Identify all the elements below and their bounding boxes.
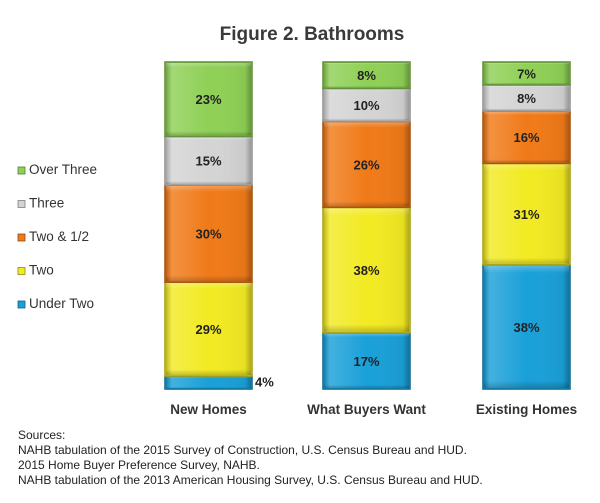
bar-segment-bevel: [166, 377, 251, 388]
bar-segment: [482, 61, 571, 86]
bar-segment: [482, 263, 571, 390]
bar-segment: [482, 84, 571, 112]
bar-segment-bevel: [166, 283, 251, 376]
data-label: 30%: [195, 227, 221, 242]
bar-segment-bevel: [166, 137, 251, 185]
bar-segment-bevel: [166, 186, 251, 282]
legend-swatch: [17, 300, 26, 309]
legend-label: Under Two: [29, 296, 94, 311]
legend-label: Over Three: [29, 162, 97, 177]
data-label: 29%: [195, 322, 221, 337]
bar-segment: [164, 135, 253, 186]
legend-swatch: [17, 233, 26, 242]
bar-segment-bevel: [166, 63, 251, 136]
bar-segment: [322, 120, 411, 209]
bar-segment-bevel: [484, 112, 569, 163]
sources-heading: Sources:: [18, 428, 65, 442]
bar-segment-bevel: [484, 164, 569, 264]
legend-label: Three: [29, 196, 64, 211]
data-label: 31%: [513, 207, 539, 222]
data-label: 38%: [353, 263, 379, 278]
legend-item: Two: [17, 263, 54, 278]
bar-segment: [322, 206, 411, 334]
bar-segment: [164, 375, 253, 390]
data-label: 10%: [353, 98, 379, 113]
legend-item: Two & 1/2: [17, 229, 89, 244]
bar-segment: [164, 184, 253, 283]
source-line: 2015 Home Buyer Preference Survey, NAHB.: [18, 458, 260, 472]
chart-title: Figure 2. Bathrooms: [220, 24, 405, 45]
legend-item: Over Three: [17, 162, 97, 177]
legend-swatch: [17, 200, 26, 208]
category-label: What Buyers Want: [307, 402, 426, 417]
bar-segment-bevel: [484, 265, 569, 388]
bar-segment-bevel: [324, 333, 409, 388]
data-label: 26%: [353, 157, 379, 172]
legend-label: Two: [29, 263, 54, 278]
source-line: NAHB tabulation of the 2015 Survey of Co…: [18, 443, 467, 457]
legend-label: Two & 1/2: [29, 229, 89, 244]
category-label: New Homes: [170, 402, 247, 417]
bar-segment: [322, 332, 411, 390]
bar-segment-bevel: [324, 122, 409, 207]
legend-item: Under Two: [17, 296, 94, 311]
bar-segment-bevel: [484, 63, 569, 84]
bar-segment: [322, 87, 411, 123]
source-line: NAHB tabulation of the 2013 American Hou…: [18, 473, 483, 487]
legend-swatch: [17, 166, 26, 175]
bar-segment: [482, 162, 571, 266]
legend-swatch: [17, 267, 26, 275]
sources-block: Sources: NAHB tabulation of the 2015 Sur…: [18, 428, 483, 487]
data-label: 7%: [517, 66, 536, 81]
bars-layer: 4% 29% 30% 15% 23% 17% 38% 26% 10% 8% 38% 31% 16% 8% 7…: [164, 61, 571, 390]
bar-segment-bevel: [324, 89, 409, 121]
data-label: 38%: [513, 320, 539, 335]
data-label: 8%: [517, 91, 536, 106]
data-label: 8%: [357, 68, 376, 83]
bar-segment: [322, 61, 411, 90]
category-label: Existing Homes: [476, 402, 577, 417]
data-label: 17%: [353, 354, 379, 369]
bar-segment: [482, 110, 571, 165]
legend: Over Three Three Two & 1/2 Two Under Two: [17, 162, 97, 311]
legend-item: Three: [17, 196, 64, 211]
data-label: 15%: [195, 154, 221, 169]
bar-segment-bevel: [324, 208, 409, 332]
data-label: 23%: [195, 92, 221, 107]
bar-segment-bevel: [324, 63, 409, 88]
data-label: 4%: [255, 375, 274, 390]
bar-segment: [164, 61, 253, 138]
bar-segment-bevel: [484, 85, 569, 111]
data-label: 16%: [513, 130, 539, 145]
category-axis: New Homes What Buyers Want Existing Homes: [170, 402, 577, 417]
bar-segment: [164, 281, 253, 377]
